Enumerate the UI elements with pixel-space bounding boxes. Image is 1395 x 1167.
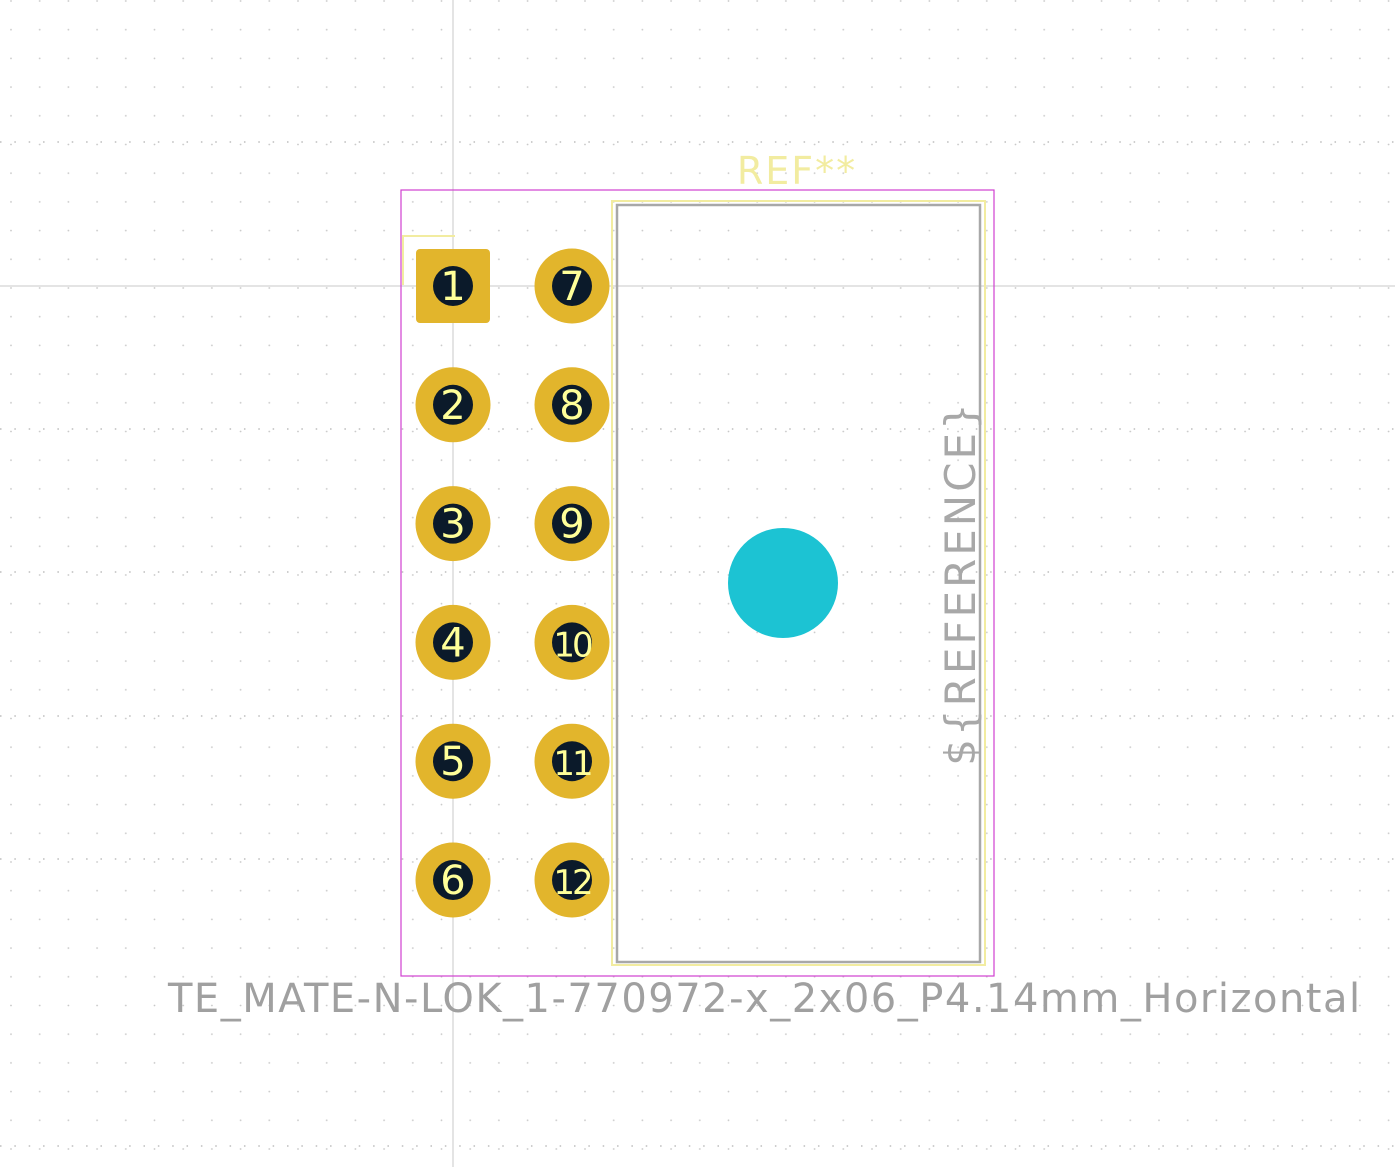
- pad-drill-hole: [433, 384, 473, 425]
- pad-number-label: 5: [440, 739, 465, 785]
- pad-number-label: 1: [440, 264, 465, 310]
- pad-9[interactable]: 9: [534, 486, 610, 562]
- mounting-hole[interactable]: [728, 528, 838, 638]
- pad-8[interactable]: 8: [534, 367, 610, 443]
- pad-drill-hole: [552, 266, 592, 306]
- major-grid: [0, 141, 1395, 1147]
- pad-4[interactable]: 4: [415, 604, 491, 680]
- pad-number-label: 4: [440, 620, 465, 666]
- pad-number-label: 11: [553, 744, 591, 784]
- pad-drill-hole: [433, 622, 473, 663]
- pad-drill-hole: [552, 860, 592, 900]
- pad-drill-hole: [433, 860, 473, 900]
- footprint-value-text[interactable]: TE_MATE-N-LOK_1-770972-x_2x06_P4.14mm_Ho…: [167, 976, 1362, 1022]
- pad-3[interactable]: 3: [415, 486, 491, 562]
- pad-number-label: 8: [559, 383, 584, 429]
- pad-drill-hole: [433, 266, 473, 306]
- pad-drill-hole: [552, 384, 592, 425]
- silkscreen-pin1-marker: [402, 235, 455, 285]
- pad-7[interactable]: 7: [534, 248, 610, 324]
- fab-reference-field-text[interactable]: ${REFERENCE}: [936, 400, 985, 766]
- pad-10[interactable]: 10: [534, 604, 610, 680]
- silkscreen-body-outline[interactable]: [611, 200, 986, 966]
- pad-2[interactable]: 2: [415, 367, 491, 443]
- fab-body-outline[interactable]: [615, 203, 982, 964]
- pad-drill-hole: [552, 503, 592, 544]
- pad-6[interactable]: 6: [415, 842, 491, 918]
- pad-number-label: 2: [440, 383, 465, 429]
- pad-5[interactable]: 5: [415, 723, 491, 799]
- pad-drill-hole: [433, 741, 473, 782]
- pad-number-label: 10: [553, 625, 592, 665]
- pad-drill-hole: [552, 622, 592, 663]
- pad-drill-hole: [552, 741, 592, 782]
- pad-number-label: 3: [440, 502, 465, 548]
- pad-1[interactable]: 1: [416, 249, 490, 323]
- pad-11[interactable]: 11: [534, 723, 610, 799]
- courtyard-outline[interactable]: [400, 189, 995, 977]
- pad-drill-hole: [433, 503, 473, 544]
- pad-number-label: 7: [559, 264, 584, 310]
- pad-number-label: 12: [553, 863, 591, 903]
- pad-number-label: 6: [440, 858, 465, 904]
- reference-designator-text[interactable]: REF**: [737, 149, 857, 193]
- pad-12[interactable]: 12: [534, 842, 610, 918]
- pad-number-label: 9: [559, 502, 584, 548]
